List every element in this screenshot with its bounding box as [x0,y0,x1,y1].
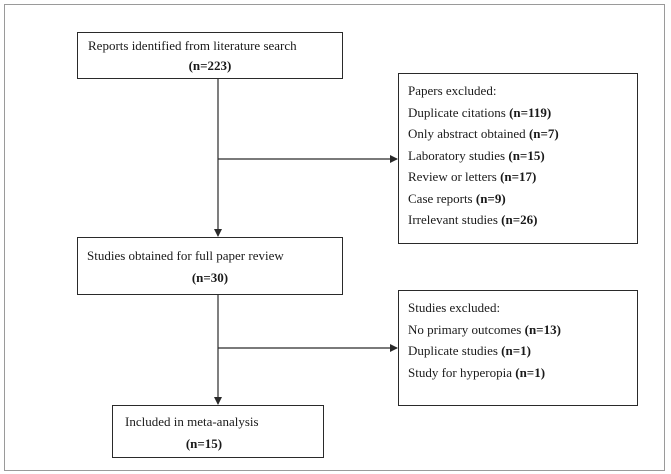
included-label: Included in meta-analysis [125,414,259,429]
studies-excluded-title: Studies excluded: [408,300,501,315]
search-box: Reports identified from literature searc… [77,32,343,79]
excluded-item: Irrelevant studies (n=26) [408,212,538,227]
excluded-item: No primary outcomes (n=13) [408,321,561,337]
excluded-item: Review or letters (n=17) [408,169,537,184]
figure-frame [4,4,665,471]
excluded-item: Duplicate citations (n=119) [408,104,552,120]
included-count: (n=15) [185,436,223,451]
full-review-count: (n=30) [191,270,229,285]
excluded-item: Duplicate studies (n=1) [408,343,531,358]
included-box: Included in meta-analysis (n=15) [112,405,324,458]
search-count: (n=223) [188,58,232,73]
excluded-item: Case reports (n=9) [408,190,506,206]
excluded-item: Study for hyperopia (n=1) [408,364,546,380]
full-review-box: Studies obtained for full paper review (… [77,237,343,295]
excluded-item: Only abstract obtained (n=7) [408,126,559,141]
papers-excluded-box: Papers excluded: Duplicate citations (n=… [398,73,638,244]
excluded-item: Laboratory studies (n=15) [408,147,545,163]
studies-excluded-box: Studies excluded: No primary outcomes (n… [398,290,638,406]
search-label: Reports identified from literature searc… [88,38,297,53]
full-review-label: Studies obtained for full paper review [87,248,284,263]
papers-excluded-title: Papers excluded: [408,83,497,98]
